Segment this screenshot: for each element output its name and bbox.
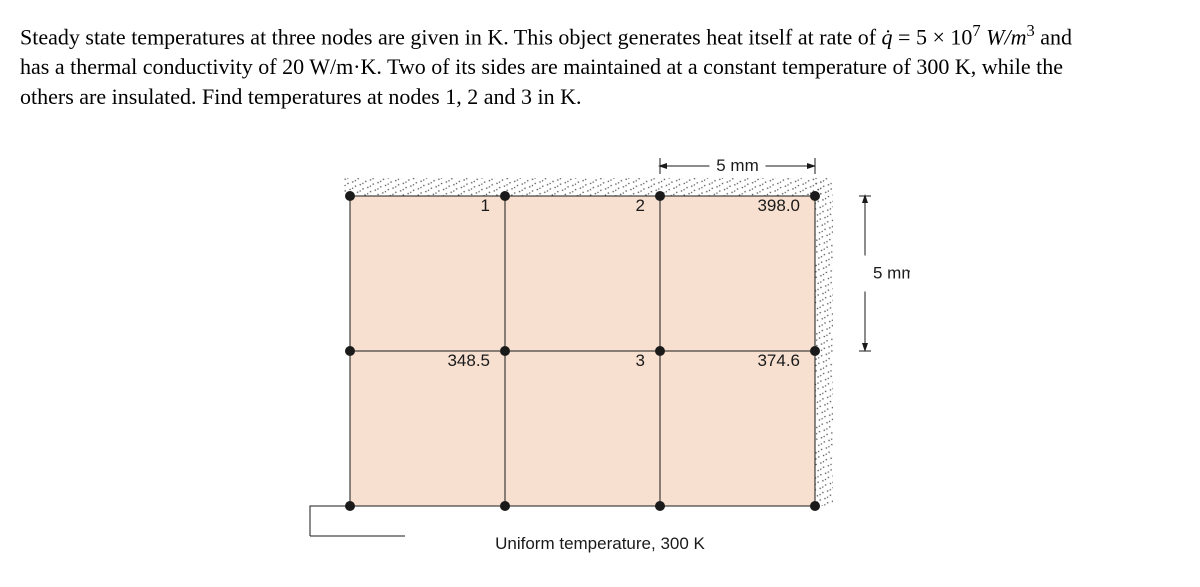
exp2: 3 xyxy=(1026,21,1034,40)
svg-text:Uniform temperature, 300 K: Uniform temperature, 300 K xyxy=(495,534,705,553)
eq: = 5 × 10 xyxy=(893,24,973,49)
svg-text:3: 3 xyxy=(636,351,645,370)
problem-intro: Steady state temperatures at three nodes… xyxy=(20,24,876,49)
q-var: q̇ xyxy=(882,24,893,49)
svg-text:1: 1 xyxy=(481,196,490,215)
units1: W/m xyxy=(981,24,1027,49)
svg-text:5 mm: 5 mm xyxy=(873,264,910,283)
svg-text:348.5: 348.5 xyxy=(447,351,490,370)
conduction-grid-figure: 1 2 398.0 348.5 3 374.6 5 mm 5 mm Uniform temper… xyxy=(290,141,910,561)
svg-text:2: 2 xyxy=(636,196,645,215)
diagram: 1 2 398.0 348.5 3 374.6 5 mm 5 mm Uniform temper… xyxy=(290,141,910,566)
problem-statement: Steady state temperatures at three nodes… xyxy=(20,20,1090,111)
svg-text:374.6: 374.6 xyxy=(757,351,800,370)
svg-text:398.0: 398.0 xyxy=(757,196,800,215)
exp1: 7 xyxy=(972,21,980,40)
diagram-container: 1 2 398.0 348.5 3 374.6 5 mm 5 mm Uniform temper… xyxy=(20,141,1180,566)
svg-text:5 mm: 5 mm xyxy=(716,156,759,175)
